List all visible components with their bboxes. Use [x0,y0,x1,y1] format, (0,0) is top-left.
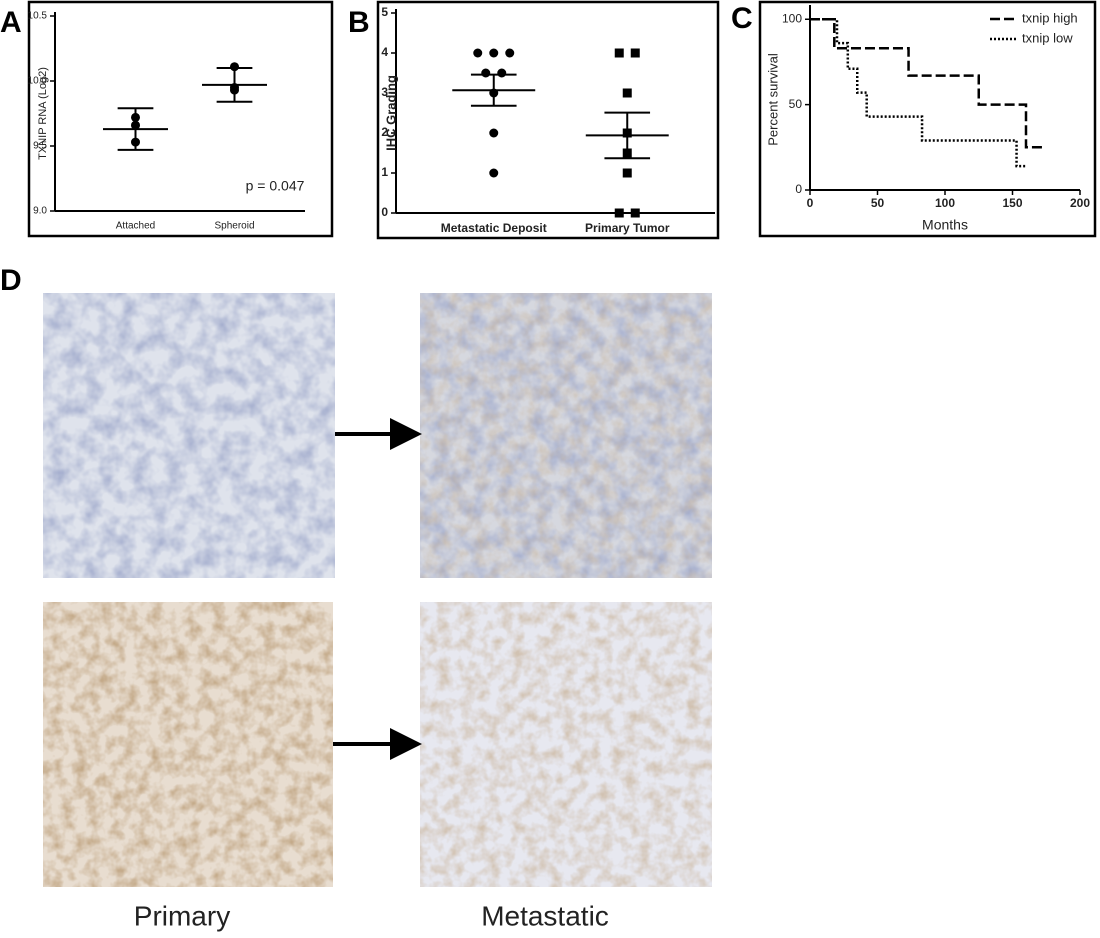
y-tick-label: 3 [381,85,388,99]
point [473,48,483,58]
y-tick-label: 10.5 [28,11,48,22]
panel-letter: B [348,6,370,39]
y-tick-label: 5 [381,5,388,19]
point [489,48,499,58]
point [630,208,640,218]
x-tick-label: 200 [1070,196,1090,210]
caption: Metastatic [481,900,609,931]
panel-frame [758,0,1097,238]
x-tick-label: 150 [1002,196,1022,210]
point [505,48,515,58]
y-axis-label: TXNIP RNA (Log2) [37,67,49,160]
point [622,168,632,178]
legend-label: txnip low [1022,30,1073,45]
micrograph [43,293,335,578]
y-tick-label: 9.5 [33,141,47,152]
x-tick-label: Primary Tumor [585,221,670,235]
point [630,48,640,58]
x-tick-label: 50 [871,196,885,210]
y-tick-label: 0 [795,182,802,196]
panel-frame [376,0,720,240]
micrograph [420,293,712,578]
x-tick-label: 100 [935,196,955,210]
x-axis-label: Months [922,217,968,233]
point [497,68,507,78]
x-tick-label: Metastatic Deposit [441,221,547,235]
x-tick-label: 0 [807,196,814,210]
survival-line [810,17,1026,168]
y-tick-label: 2 [381,125,388,139]
point [622,88,632,98]
panel-letter: D [0,264,22,297]
y-tick-label: 100 [782,11,802,25]
y-tick-label: 4 [381,45,388,59]
micrograph [43,602,333,887]
survival-line [810,17,1043,149]
annotation: p = 0.047 [246,178,305,194]
y-axis-label: Percent survival [765,53,780,146]
point [489,168,499,178]
y-axis-label: IHC Grading [383,75,398,151]
y-tick-label: 10.0 [28,76,48,87]
y-tick-label: 50 [789,97,803,111]
x-tick-label: Spheroid [214,221,254,232]
panel-frame [27,0,334,238]
panel-letter: C [731,2,753,35]
point [614,208,624,218]
legend-label: txnip high [1022,10,1078,25]
point [481,68,491,78]
y-tick-label: 9.0 [33,206,47,217]
caption: Primary [134,900,230,931]
point [489,128,499,138]
micrograph [420,602,712,887]
y-tick-label: 1 [381,165,388,179]
x-tick-label: Attached [116,221,155,232]
point [614,48,624,58]
panel-letter: A [0,6,22,39]
y-tick-label: 0 [381,205,388,219]
